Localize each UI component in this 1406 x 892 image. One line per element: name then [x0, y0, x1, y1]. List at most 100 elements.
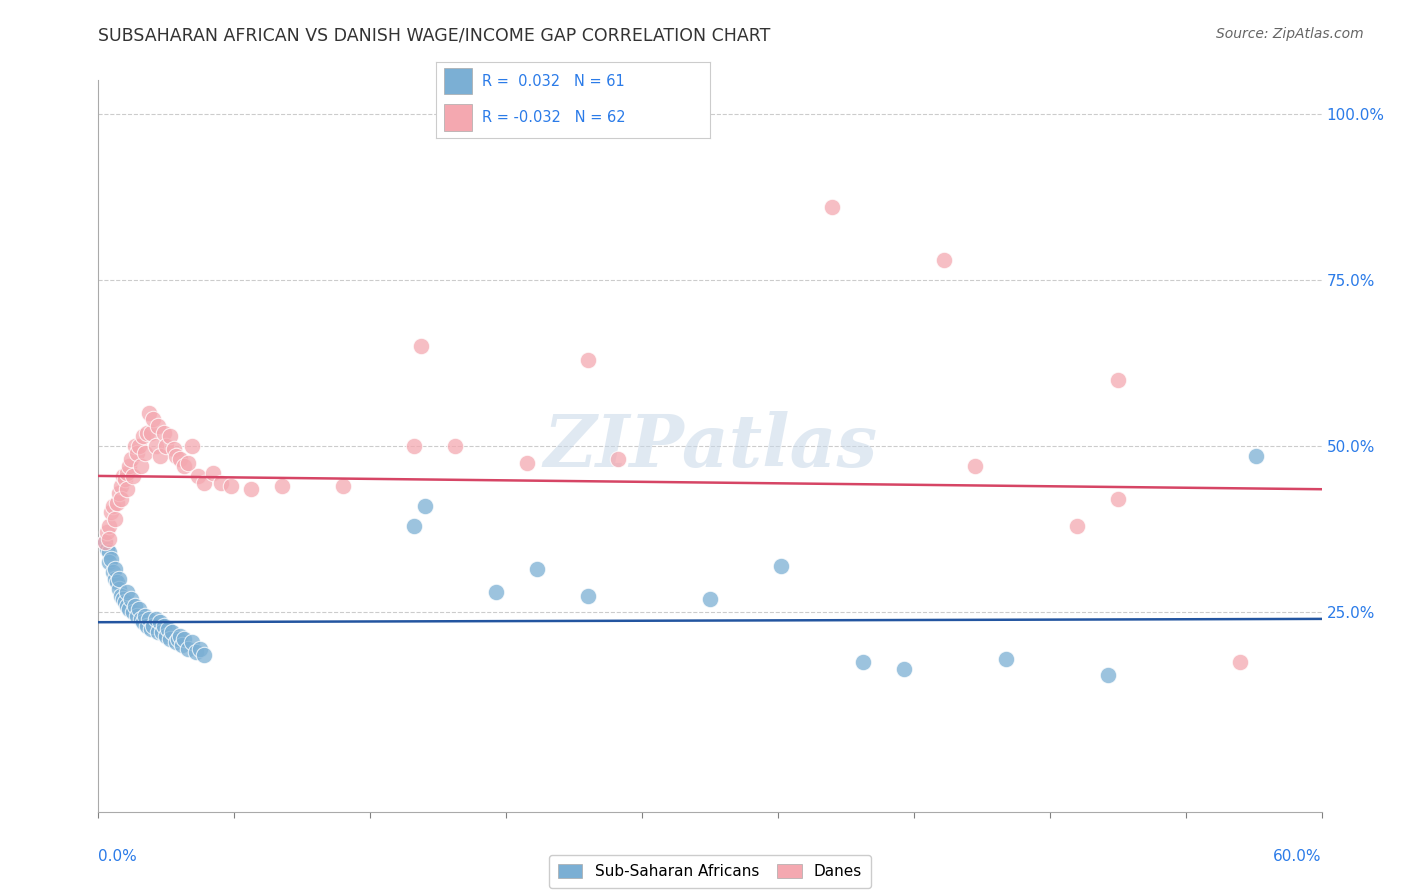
Point	[127, 608, 149, 623]
Point	[159, 632, 181, 646]
Point	[111, 591, 134, 606]
Point	[699, 591, 721, 606]
Point	[852, 655, 875, 669]
Point	[409, 339, 432, 353]
Point	[167, 632, 190, 646]
Point	[770, 558, 793, 573]
Point	[96, 525, 118, 540]
Point	[145, 439, 167, 453]
Point	[97, 555, 120, 569]
Point	[101, 499, 124, 513]
Point	[120, 591, 142, 606]
Point	[146, 625, 169, 640]
Point	[93, 535, 115, 549]
Text: R =  0.032   N = 61: R = 0.032 N = 61	[482, 74, 626, 89]
Point	[141, 622, 163, 636]
Point	[444, 439, 467, 453]
Point	[134, 445, 156, 459]
Point	[97, 518, 120, 533]
Point	[934, 252, 956, 267]
Point	[122, 605, 145, 619]
Text: SUBSAHARAN AFRICAN VS DANISH WAGE/INCOME GAP CORRELATION CHART: SUBSAHARAN AFRICAN VS DANISH WAGE/INCOME…	[98, 27, 770, 45]
Point	[115, 585, 138, 599]
Point	[155, 439, 177, 453]
Point	[165, 635, 187, 649]
Text: 60.0%: 60.0%	[1274, 849, 1322, 863]
Point	[193, 648, 215, 663]
Point	[138, 406, 160, 420]
Point	[110, 479, 132, 493]
Point	[169, 628, 191, 642]
Point	[193, 475, 215, 490]
Point	[404, 518, 426, 533]
Point	[96, 542, 118, 557]
Point	[516, 456, 538, 470]
Point	[156, 622, 179, 636]
Point	[122, 469, 145, 483]
Point	[965, 458, 987, 473]
Point	[173, 632, 195, 646]
Point	[893, 662, 915, 676]
Point	[105, 575, 128, 590]
Point	[1246, 449, 1268, 463]
Point	[149, 615, 172, 630]
Point	[145, 612, 167, 626]
Point	[124, 439, 146, 453]
Point	[219, 479, 242, 493]
Point	[155, 628, 177, 642]
Point	[136, 425, 159, 440]
Point	[526, 562, 548, 576]
Bar	[444, 104, 471, 130]
Point	[821, 200, 844, 214]
Point	[105, 495, 128, 509]
Legend: Sub-Saharan Africans, Danes: Sub-Saharan Africans, Danes	[548, 855, 872, 888]
Point	[576, 589, 599, 603]
Point	[170, 639, 193, 653]
Point	[1066, 518, 1088, 533]
Point	[134, 608, 156, 623]
Bar	[444, 68, 471, 95]
Point	[128, 439, 150, 453]
Point	[128, 602, 150, 616]
Point	[129, 458, 152, 473]
Point	[1097, 668, 1119, 682]
Point	[142, 412, 165, 426]
Point	[138, 612, 160, 626]
Point	[149, 449, 172, 463]
Point	[108, 572, 131, 586]
Point	[152, 618, 174, 632]
Point	[150, 625, 173, 640]
Point	[127, 445, 149, 459]
Point	[240, 482, 263, 496]
Point	[97, 532, 120, 546]
Point	[177, 456, 200, 470]
Point	[186, 645, 208, 659]
Point	[104, 562, 127, 576]
Point	[114, 472, 136, 486]
Point	[146, 419, 169, 434]
Point	[188, 641, 212, 656]
Point	[159, 429, 181, 443]
Point	[114, 595, 136, 609]
Point	[104, 572, 127, 586]
Point	[187, 469, 209, 483]
Point	[177, 641, 200, 656]
Point	[994, 652, 1017, 666]
Point	[132, 615, 155, 630]
Point	[142, 618, 165, 632]
Text: Source: ZipAtlas.com: Source: ZipAtlas.com	[1216, 27, 1364, 41]
Point	[404, 439, 426, 453]
Text: R = -0.032   N = 62: R = -0.032 N = 62	[482, 110, 626, 125]
Point	[141, 425, 163, 440]
Point	[163, 442, 186, 457]
Point	[576, 352, 599, 367]
Point	[118, 458, 141, 473]
Point	[201, 466, 224, 480]
Point	[413, 499, 436, 513]
Point	[97, 545, 120, 559]
Point	[124, 599, 146, 613]
Point	[108, 582, 131, 596]
Point	[1107, 492, 1129, 507]
Point	[209, 475, 232, 490]
Point	[136, 618, 159, 632]
